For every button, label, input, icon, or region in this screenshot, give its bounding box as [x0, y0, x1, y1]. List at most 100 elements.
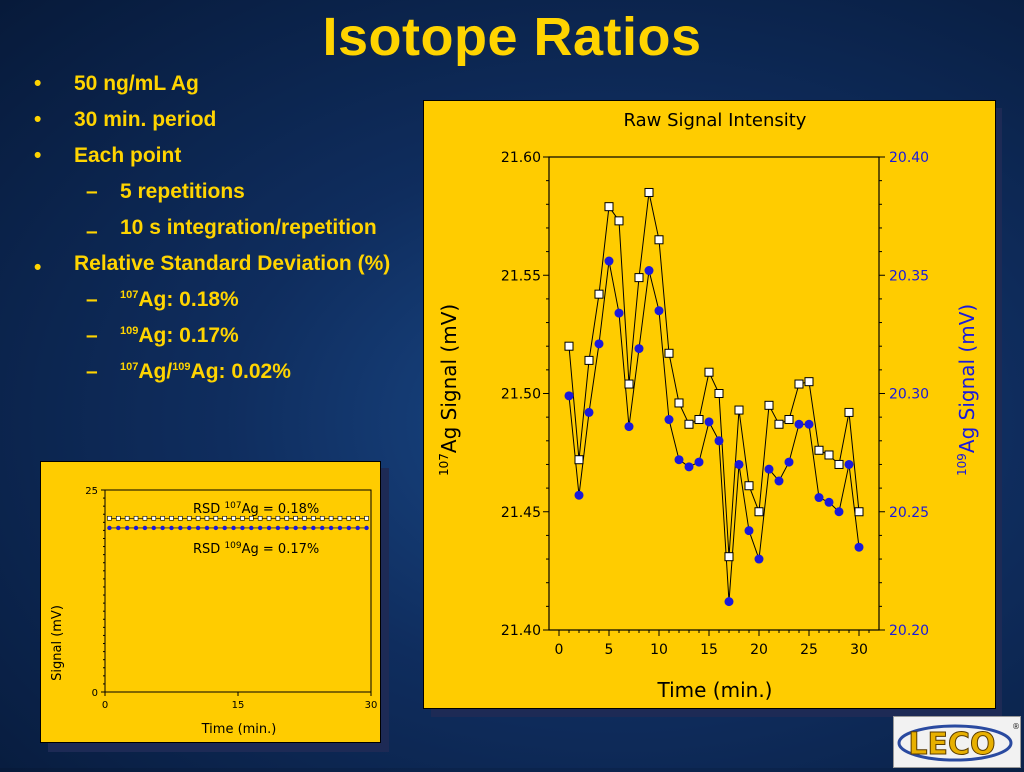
series-107-point [564, 341, 574, 351]
left-tick-label: 21.40 [501, 623, 541, 639]
left-tick-label: 21.60 [501, 150, 541, 166]
slide-title: Isotope Ratios [322, 7, 702, 67]
series-107-point [694, 415, 704, 425]
series-109-point [834, 507, 844, 517]
small-series-109-point [107, 525, 112, 531]
small-series-109-point [328, 525, 334, 531]
series-109-point [604, 256, 614, 266]
series-107-point [744, 481, 754, 491]
small-series-107-point [178, 515, 183, 521]
small-series-107-point [240, 515, 245, 521]
logo-text: LECO [908, 727, 995, 762]
small-chart-panel: 0 25 0 15 30 Time (min.) Signal (mV) RSD 107… [40, 461, 381, 743]
small-series-107-point [116, 515, 121, 521]
bullet-item: • Relative Standard Deviation (%) [34, 246, 434, 282]
small-series-109-point [187, 525, 192, 531]
series-107-point [704, 367, 714, 377]
dash-icon: – [86, 324, 98, 347]
small-series-107-point [275, 515, 281, 521]
small-series-107-point [231, 515, 236, 521]
series-109-point [684, 462, 694, 472]
small-series-107-point [311, 515, 316, 521]
series-107-point [754, 507, 764, 517]
series-107-point [764, 400, 774, 410]
right-tick-label: 20.30 [889, 387, 929, 403]
signal-overview-chart: 0 25 0 15 30 Time (min.) Signal (mV) RSD 107… [50, 486, 377, 737]
x-tick-label: 15 [700, 642, 718, 658]
small-series-107-point [284, 515, 290, 521]
small-series-109-point [311, 525, 316, 531]
dash-icon: – [86, 288, 98, 311]
series-107-point [854, 507, 864, 517]
small-series-109-point [302, 525, 307, 531]
small-series-107-point [293, 515, 298, 521]
series-107-line [568, 192, 860, 557]
x-tick-label: 0 [555, 642, 564, 658]
x-tick-label: 20 [750, 642, 768, 658]
series-109-point [774, 476, 784, 486]
sub-bullet-item: –107Ag/109Ag: 0.02% [34, 354, 434, 390]
series-109-point [594, 339, 604, 349]
small-series-107-point [204, 515, 210, 521]
series-109-point [784, 457, 794, 467]
series-107-point [834, 459, 844, 469]
small-series-107-point [328, 515, 334, 521]
small-series-109-point [204, 525, 210, 531]
small-series-109-point [266, 525, 272, 531]
right-tick-label: 20.20 [889, 623, 929, 639]
small-series-109-point [337, 525, 343, 531]
small-series-109-point [213, 525, 219, 531]
series-107-point [614, 216, 624, 226]
small-series-109-point [124, 525, 130, 531]
series-107-point [734, 405, 744, 415]
bullet-dot-icon: • [34, 72, 42, 95]
small-series-109-point [222, 525, 227, 531]
small-series-107-point [337, 515, 343, 521]
small-series-109-point [151, 525, 156, 531]
small-series-107-point [355, 515, 361, 521]
series-109-point [854, 542, 864, 552]
small-series-107-point [160, 515, 165, 521]
sub-bullet-item: –10 s integration/repetition [34, 210, 434, 246]
series-107-point [714, 389, 724, 398]
left-tick-label: 21.55 [501, 268, 541, 284]
small-series-109-point [364, 525, 369, 531]
series-109-point [754, 554, 764, 564]
dash-icon: – [86, 360, 98, 383]
dash-icon: – [86, 220, 98, 243]
series-109-point [824, 497, 834, 507]
small-series-107-point [346, 515, 352, 521]
left-y-axis-label: 107Ag Signal (mV) [437, 304, 461, 476]
x-tick-label: 5 [605, 642, 614, 658]
series-109-point [674, 455, 684, 465]
series-107-point [794, 379, 804, 389]
series-107-point [624, 379, 634, 389]
chart-title: Raw Signal Intensity [624, 110, 807, 131]
series-107-point [804, 377, 814, 387]
small-series-107-point [186, 515, 192, 521]
series-107-point [684, 419, 694, 429]
bullet-dot-icon: • [34, 256, 42, 279]
small-series-107-point [249, 515, 254, 521]
series-109-point [714, 436, 724, 446]
series-109-line [568, 260, 860, 602]
series-109-point [794, 419, 804, 429]
small-series-107-point [257, 515, 263, 521]
series-107-point [844, 407, 854, 417]
small-series-107-point [169, 515, 174, 521]
small-series-109-point [355, 525, 360, 531]
series-109-point [614, 308, 624, 318]
main-chart-panel: Raw Signal Intensity 21.40 21.45 21.50 21.5… [423, 100, 996, 709]
series-107-point [634, 273, 644, 283]
small-series-107-point [266, 515, 272, 521]
series-107-point [664, 348, 674, 358]
right-tick-label: 20.25 [889, 505, 929, 521]
left-tick-label: 21.50 [501, 387, 541, 403]
small-x-tick-label: 15 [232, 700, 245, 711]
x-tick-label: 10 [650, 642, 668, 658]
series-109-point [634, 344, 644, 354]
x-tick-label: 30 [850, 642, 868, 658]
small-series-109-point [284, 525, 289, 531]
small-series-107-point [213, 515, 219, 521]
small-y-tick-label: 0 [92, 688, 98, 699]
